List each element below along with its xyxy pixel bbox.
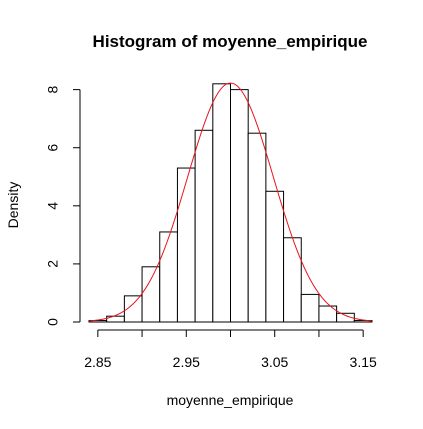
x-tick-label-0: 2.85 xyxy=(84,354,111,370)
y-axis-label: Density xyxy=(5,182,21,229)
histogram-bar-4 xyxy=(160,232,178,322)
histogram-bar-10 xyxy=(266,191,284,322)
histogram-bars xyxy=(89,84,372,322)
y-tick-label-0: 0 xyxy=(45,318,61,326)
x-axis-label: moyenne_empirique xyxy=(167,392,294,408)
y-axis: 0 2 4 6 8 xyxy=(45,86,80,326)
histogram-bar-9 xyxy=(248,133,266,322)
histogram-bar-3 xyxy=(142,267,160,322)
y-tick-label-2: 4 xyxy=(45,202,61,210)
histogram-bar-7 xyxy=(213,84,231,322)
x-axis: 2.85 2.95 3.05 3.15 xyxy=(84,330,377,370)
histogram-bar-11 xyxy=(284,238,302,322)
y-tick-label-3: 6 xyxy=(45,144,61,152)
y-tick-label-1: 2 xyxy=(45,260,61,268)
x-tick-label-1: 2.95 xyxy=(173,354,200,370)
x-tick-label-2: 3.05 xyxy=(261,354,288,370)
histogram-bar-5 xyxy=(177,168,195,322)
histogram-bar-12 xyxy=(301,294,319,322)
chart-title: Histogram of moyenne_empirique xyxy=(93,32,368,51)
x-tick-label-3: 3.15 xyxy=(350,354,377,370)
histogram-bar-6 xyxy=(195,130,213,322)
y-tick-label-4: 8 xyxy=(45,86,61,94)
histogram-bar-8 xyxy=(231,90,249,322)
